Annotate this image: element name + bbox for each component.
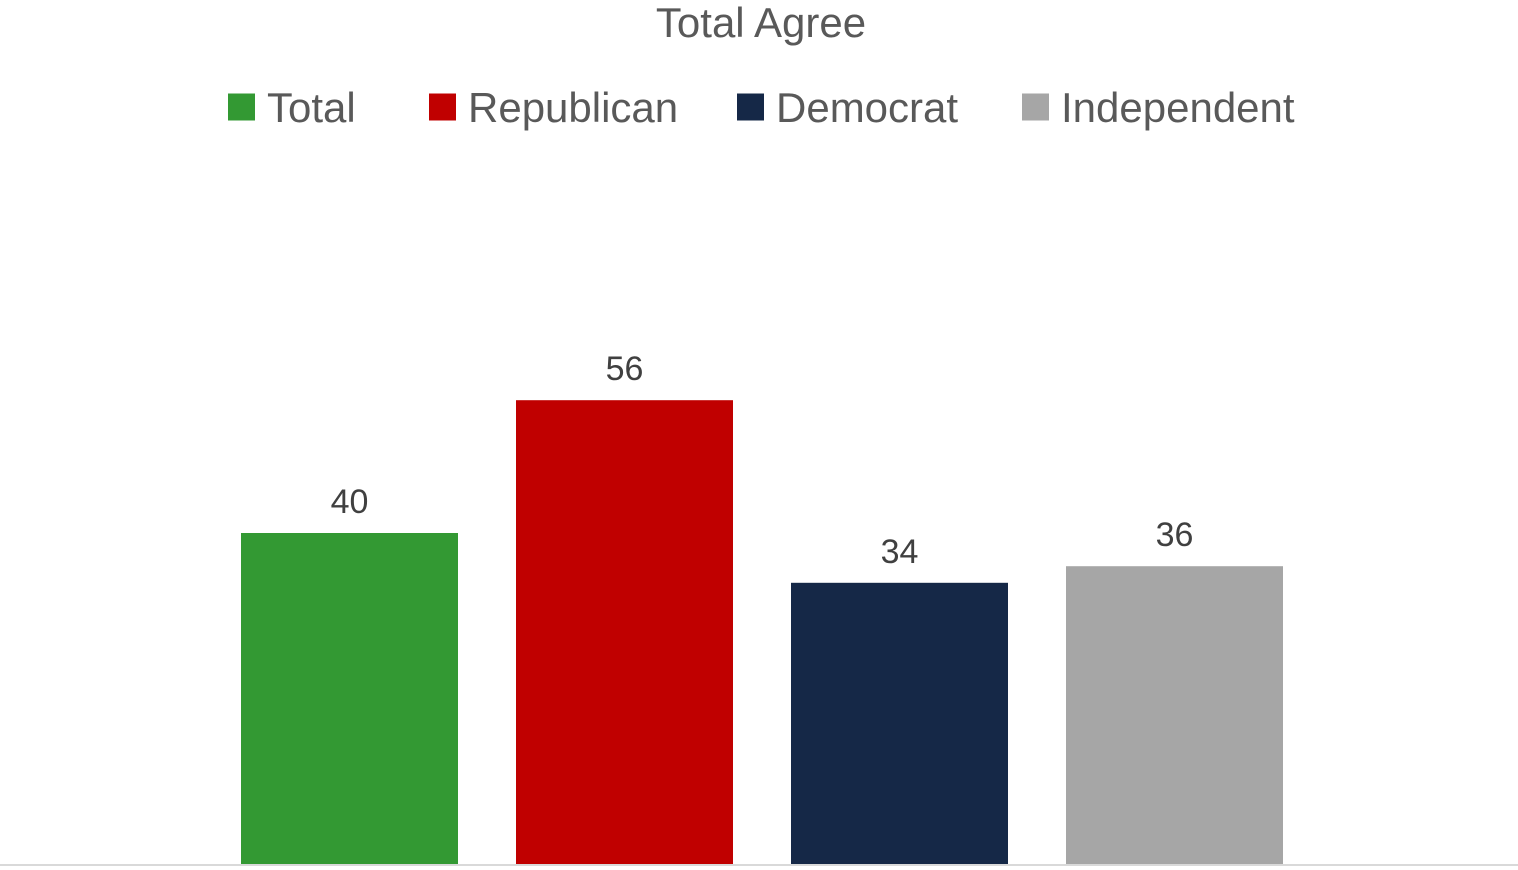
legend-label-independent: Independent [1061, 84, 1295, 131]
legend-label-total: Total [267, 84, 356, 131]
legend-swatch-total [228, 93, 255, 121]
data-labels: 40 56 34 36 [331, 350, 1194, 571]
value-label-democrat: 34 [881, 533, 919, 571]
bar-total [241, 533, 458, 865]
bars [241, 400, 1283, 865]
legend-item-independent: Independent [1022, 84, 1295, 131]
legend-label-democrat: Democrat [776, 84, 958, 131]
value-label-independent: 36 [1156, 516, 1194, 554]
legend-item-total: Total [228, 84, 356, 131]
chart-title: Total Agree [656, 0, 866, 46]
legend-label-republican: Republican [468, 84, 678, 131]
value-label-total: 40 [331, 483, 369, 521]
bar-republican [516, 400, 733, 865]
legend-swatch-democrat [737, 93, 764, 121]
value-label-republican: 56 [606, 350, 644, 388]
legend-item-democrat: Democrat [737, 84, 958, 131]
bar-independent [1066, 566, 1283, 865]
legend-swatch-independent [1022, 93, 1049, 121]
legend-swatch-republican [429, 93, 456, 121]
legend-item-republican: Republican [429, 84, 678, 131]
legend: Total Republican Democrat Independent [228, 84, 1295, 131]
bar-democrat [791, 582, 1008, 865]
